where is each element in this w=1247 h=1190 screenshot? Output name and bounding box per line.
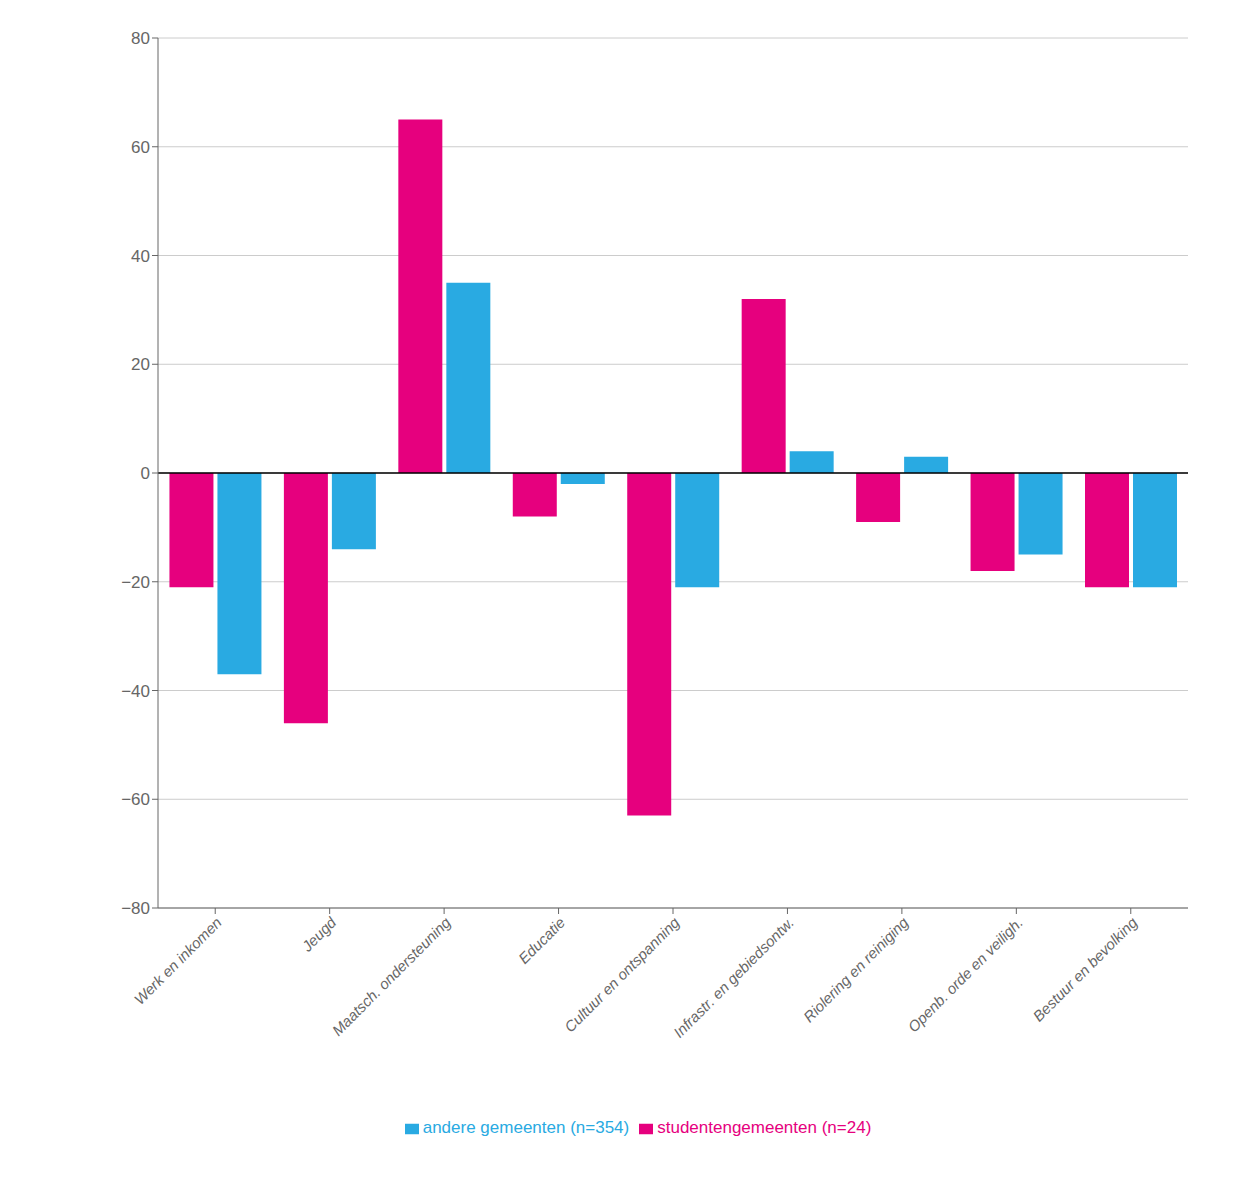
svg-text:Werk en inkomen: Werk en inkomen (131, 914, 225, 1008)
html-text:andere gemeenten (n=354): andere gemeenten (n=354) (422, 1118, 630, 1137)
svg-text:20: 20 (131, 355, 150, 374)
svg-text:Jeugd: Jeugd (298, 913, 340, 955)
svg-text:−20: −20 (121, 573, 150, 592)
svg-text:Bestuur en bevolking: Bestuur en bevolking (1029, 913, 1141, 1025)
svg-text:Maatsch. ondersteuning: Maatsch. ondersteuning (329, 913, 455, 1039)
svg-text:−40: −40 (121, 682, 150, 701)
svg-text:Riolering en reiniging: Riolering en reiniging (800, 913, 912, 1025)
svg-text:Infrastr. en gebiedsontw.: Infrastr. en gebiedsontw. (670, 914, 797, 1041)
svg-text:80: 80 (131, 29, 150, 48)
svg-text:−60: −60 (121, 790, 150, 809)
svg-text:Educatie: Educatie (515, 914, 568, 967)
html-text:studentengemeenten (n=24): studentengemeenten (n=24) (657, 1118, 872, 1137)
svg-text:0: 0 (141, 464, 150, 483)
svg-text:−80: −80 (121, 899, 150, 918)
svg-text:Openb. orde en veiligh.: Openb. orde en veiligh. (904, 914, 1026, 1036)
svg-text:Cultuur en ontspanning: Cultuur en ontspanning (561, 913, 683, 1035)
svg-text:40: 40 (131, 247, 150, 266)
svg-text:60: 60 (131, 138, 150, 157)
